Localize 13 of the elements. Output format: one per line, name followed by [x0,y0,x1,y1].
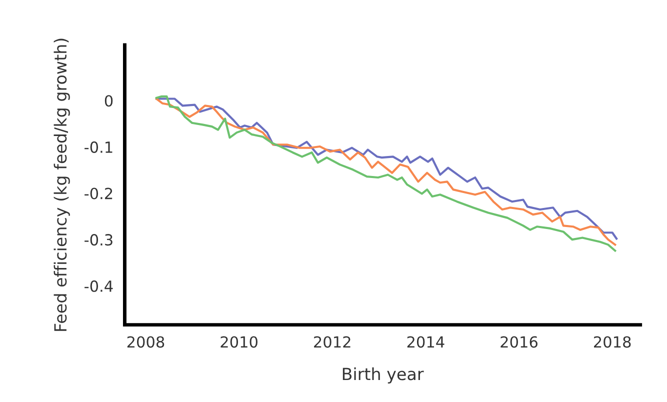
y-tick-label: 0 [104,95,113,107]
y-tick-label: -0.1 [84,141,112,153]
y-axis-title: Feed efficiency (kg feed/kg growth) [54,38,70,331]
y-tick-label: -0.2 [84,188,112,200]
x-tick-label: 2012 [314,336,350,348]
y-tick-label: -0.4 [84,280,113,292]
x-tick-label: 2018 [594,336,631,348]
x-tick-label: 2014 [407,336,444,348]
x-tick-label: 2008 [127,336,164,348]
x-tick-label: 2016 [500,336,538,348]
y-tick-label: -0.3 [84,234,112,246]
x-axis-title: Birth year [342,367,424,384]
x-tick-label: 2010 [220,336,258,348]
